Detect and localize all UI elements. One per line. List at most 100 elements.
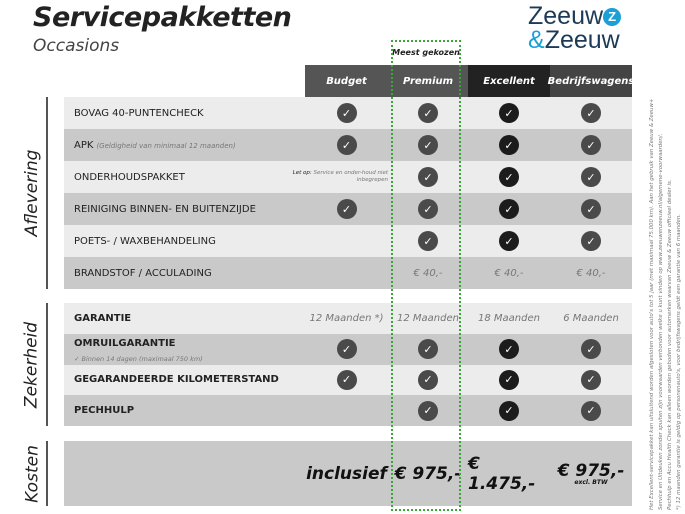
cell-excellent: ✓ [468, 395, 550, 426]
cell-budget [305, 395, 388, 426]
most-chosen-badge: Meest gekozen [392, 48, 460, 57]
note-bold: Let op: [292, 170, 312, 176]
section-divider [46, 441, 48, 506]
cell-premium: ✓ [388, 225, 468, 257]
row-label-text: POETS- / WAXBEHANDELING [74, 235, 216, 247]
row-label-note: (Geldigheid van minimaal 12 maanden) [96, 141, 236, 150]
row-label-text: OMRUILGARANTIE [74, 337, 176, 349]
cell-bedrijfswagens: ✓ [550, 97, 632, 129]
cell-budget: inclusief [305, 441, 388, 506]
cell-budget: ✓ [305, 193, 388, 225]
cell-premium: ✓ [388, 193, 468, 225]
check-icon: ✓ [581, 400, 601, 421]
cell-premium: € 40,- [388, 257, 468, 289]
check-icon: ✓ [581, 339, 601, 360]
check-icon: ✓ [581, 231, 601, 251]
check-icon: ✓ [581, 135, 601, 155]
page-title: Servicepakketten [33, 2, 292, 33]
table-row: POETS- / WAXBEHANDELING ✓ ✓ ✓ [64, 225, 632, 257]
price-value: € 975,- [557, 461, 625, 481]
row-label: APK (Geldigheid van minimaal 12 maanden) [74, 140, 236, 151]
footnote: Service en Uitdeuken zonder spuiten zijn… [658, 133, 664, 510]
cell-excellent: ✓ [468, 193, 550, 225]
footnote: Het Excellent-servicepakket kan uitsluit… [649, 98, 655, 510]
cell-bedrijfswagens: € 40,- [550, 257, 632, 289]
cell-premium: ✓ [388, 129, 468, 161]
page-subtitle: Occasions [33, 36, 120, 56]
check-icon: ✓ [499, 167, 519, 187]
check-icon: ✓ [418, 199, 438, 219]
check-icon: ✓ [336, 103, 357, 123]
table-row: ONDERHOUDSPAKKET Let op: Service en onder… [64, 161, 632, 193]
table-row: GEGARANDEERDE KILOMETERSTAND ✓ ✓ ✓ ✓ [64, 364, 632, 396]
check-icon: ✓ [499, 103, 519, 123]
check-icon: ✓ [336, 135, 357, 155]
cell-value: 12 Maanden [397, 312, 459, 324]
price-value: € 1.475,- [468, 453, 536, 494]
check-icon: ✓ [418, 135, 438, 155]
cell-budget [305, 257, 388, 289]
check-icon: ✓ [418, 339, 438, 360]
cell-bedrijfswagens: ✓ [550, 225, 632, 257]
section-divider [46, 303, 48, 427]
brand-logo: Zeeuw Z &Zeeuw [528, 2, 622, 54]
check-icon: ✓ [418, 400, 438, 421]
row-label: PECHHULP [74, 405, 134, 416]
column-header-excellent: Excellent [468, 65, 550, 97]
check-icon: ✓ [581, 369, 601, 390]
cell-bedrijfswagens: ✓ [550, 334, 632, 365]
cell-premium: 12 Maanden [388, 303, 468, 334]
price-value: inclusief [306, 463, 387, 484]
row-label-text: APK [74, 139, 94, 151]
budget-note: Let op: Service en onder-houd niet inbeg… [265, 170, 388, 184]
section-label-aflevering: Aflevering [22, 149, 42, 237]
cell-bedrijfswagens: ✓ [550, 395, 632, 426]
row-label: BOVAG 40-PUNTENCHECK [74, 108, 204, 119]
cell-budget: ✓ [305, 129, 388, 161]
table-row: BOVAG 40-PUNTENCHECK ✓ ✓ ✓ ✓ [64, 97, 632, 129]
section-label-kosten: Kosten [22, 444, 42, 503]
cell-budget [305, 225, 388, 257]
check-icon: ✓ [418, 167, 438, 187]
cell-premium: ✓ [388, 161, 468, 193]
row-label-text: REINIGING BINNEN- EN BUITENZIJDE [74, 203, 256, 215]
check-icon: ✓ [499, 199, 519, 219]
cell-value: 6 Maanden [563, 312, 619, 324]
check-icon: ✓ [418, 231, 438, 251]
row-label: OMRUILGARANTIE [74, 338, 176, 349]
cell-premium: € 975,- [388, 441, 468, 506]
row-label: POETS- / WAXBEHANDELING [74, 236, 216, 247]
check-icon: ✓ [336, 339, 357, 360]
table-row: PECHHULP ✓ ✓ ✓ [64, 395, 632, 427]
cell-bedrijfswagens: ✓ [550, 161, 632, 193]
footnotes: Het Excellent-servicepakket kan uitsluit… [648, 70, 685, 510]
cell-excellent: ✓ [468, 225, 550, 257]
column-header-premium: Premium [388, 65, 468, 97]
cell-bedrijfswagens: 6 Maanden [550, 303, 632, 334]
row-label: BRANDSTOF / ACCULADING [74, 268, 212, 279]
cell-budget: ✓ [305, 97, 388, 129]
cell-budget: ✓ [305, 334, 388, 365]
cell-bedrijfswagens: ✓ [550, 193, 632, 225]
cell-premium: ✓ [388, 365, 468, 396]
cell-excellent: ✓ [468, 334, 550, 365]
row-label: GEGARANDEERDE KILOMETERSTAND [74, 374, 279, 385]
table-row: GARANTIE 12 Maanden *) 12 Maanden 18 Maande… [64, 303, 632, 334]
check-icon: ✓ [336, 199, 357, 219]
row-label-text: BRANDSTOF / ACCULADING [74, 267, 212, 279]
row-label: ONDERHOUDSPAKKET [74, 172, 185, 183]
table-row: inclusief € 975,- € 1.475,- € 975,- excl. BT… [64, 441, 632, 506]
cell-budget: Let op: Service en onder-houd niet inbeg… [293, 161, 388, 193]
check-icon: ✓ [581, 103, 601, 123]
cell-excellent: € 40,- [468, 257, 550, 289]
table-row: BRANDSTOF / ACCULADING € 40,- € 40,- € 40,- [64, 257, 632, 289]
row-label-text: PECHHULP [74, 405, 135, 417]
cell-value: € 40,- [494, 267, 524, 279]
cell-excellent: € 1.475,- [468, 441, 550, 506]
cell-budget: 12 Maanden *) [305, 303, 388, 334]
cell-excellent: ✓ [468, 97, 550, 129]
section-divider [46, 97, 48, 289]
cell-excellent: ✓ [468, 365, 550, 396]
cell-premium: ✓ [388, 334, 468, 365]
price-value: € 975,- [394, 463, 462, 484]
